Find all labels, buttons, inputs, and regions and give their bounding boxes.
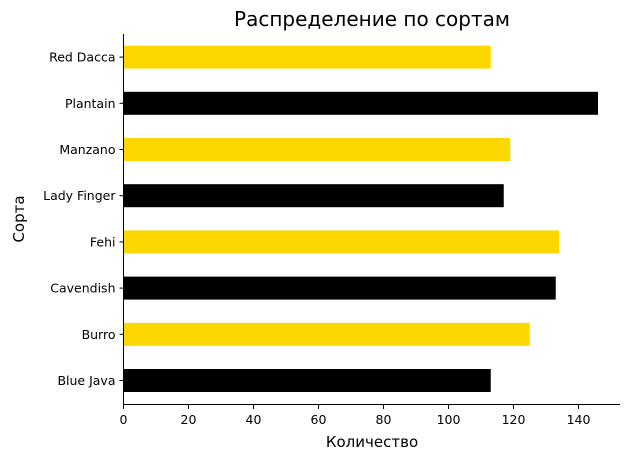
x-tick-label: 100 xyxy=(437,412,461,427)
bar-lady-finger xyxy=(123,184,504,208)
bar-manzano xyxy=(123,138,511,161)
y-tick-label: Burro xyxy=(82,327,116,342)
y-tick-label: Fehi xyxy=(90,234,116,249)
bar-cavendish xyxy=(123,276,556,300)
x-tick-label: 80 xyxy=(376,412,392,427)
y-axis-label: Сорта xyxy=(10,195,28,242)
y-tick-label: Lady Finger xyxy=(43,188,116,203)
x-tick-label: 0 xyxy=(120,412,128,427)
x-axis-label: Количество xyxy=(326,433,418,451)
y-tick-label: Blue Java xyxy=(57,373,115,388)
y-tick-label: Plantain xyxy=(65,96,116,111)
x-tick-label: 20 xyxy=(181,412,197,427)
x-tick-label: 120 xyxy=(502,412,526,427)
chart-title: Распределение по сортам xyxy=(234,7,510,31)
bar-red-dacca xyxy=(123,45,491,69)
bar-blue-java xyxy=(123,369,491,392)
x-tick-label: 140 xyxy=(567,412,591,427)
bar-fehi xyxy=(123,230,559,254)
x-tick-label: 40 xyxy=(246,412,262,427)
bar-plantain xyxy=(123,91,598,115)
y-tick-label: Red Dacca xyxy=(49,50,115,65)
bar-burro xyxy=(123,322,530,346)
y-tick-label: Manzano xyxy=(59,142,115,157)
y-tick-label: Cavendish xyxy=(50,281,115,296)
x-tick-label: 60 xyxy=(311,412,327,427)
